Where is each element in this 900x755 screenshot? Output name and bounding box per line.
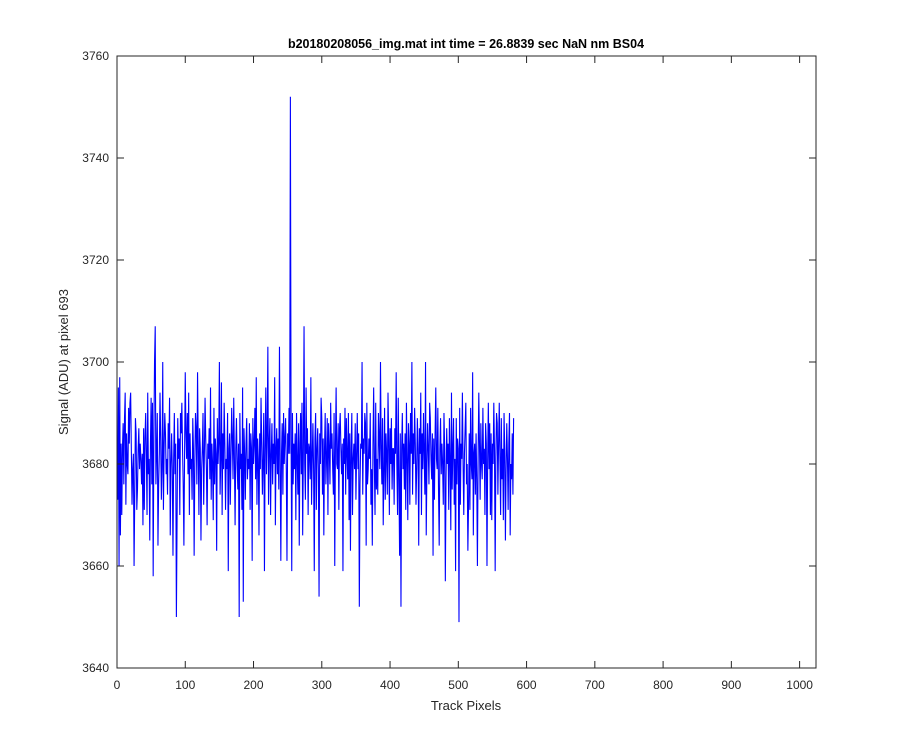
x-tick-label: 1000: [786, 678, 813, 692]
y-tick-label: 3740: [82, 151, 109, 165]
series-layer: [117, 96, 515, 623]
x-tick-label: 700: [585, 678, 605, 692]
x-tick-label: 300: [312, 678, 332, 692]
x-tick-label: 900: [721, 678, 741, 692]
y-tick-label: 3640: [82, 661, 109, 675]
x-tick-label: 600: [517, 678, 537, 692]
x-tick-label: 500: [448, 678, 468, 692]
chart-title: b20180208056_img.mat int time = 26.8839 …: [288, 37, 644, 51]
plot-area: [117, 56, 816, 668]
series-line: [117, 96, 515, 623]
y-tick-label: 3700: [82, 355, 109, 369]
y-tick-label: 3720: [82, 253, 109, 267]
y-tick-label: 3680: [82, 457, 109, 471]
x-axis-ticks: 0 100 200 300 400 500 600 700 800 900 1000: [114, 56, 813, 692]
y-tick-label: 3660: [82, 559, 109, 573]
x-tick-label: 400: [380, 678, 400, 692]
x-tick-label: 0: [114, 678, 121, 692]
x-tick-label: 800: [653, 678, 673, 692]
x-tick-label: 100: [175, 678, 195, 692]
y-tick-label: 3760: [82, 49, 109, 63]
x-tick-label: 200: [244, 678, 264, 692]
y-axis-label: Signal (ADU) at pixel 693: [56, 289, 71, 435]
y-axis-ticks: 3640 3660 3680 3700 3720 3740 3760: [82, 49, 816, 675]
x-axis-label: Track Pixels: [431, 698, 502, 713]
